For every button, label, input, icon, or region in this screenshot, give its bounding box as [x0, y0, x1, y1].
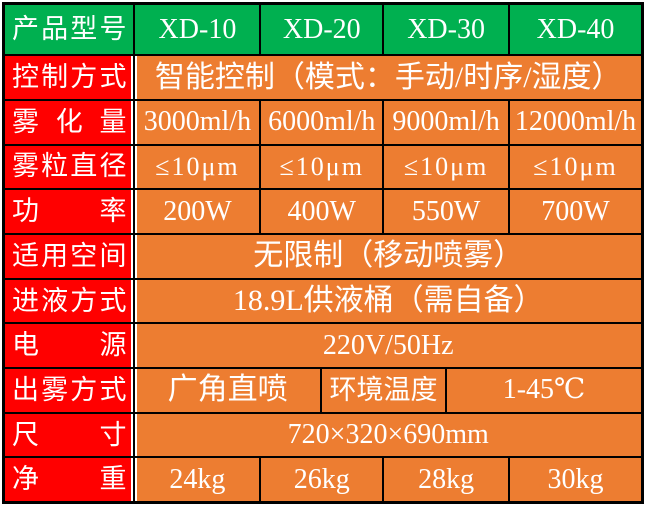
value-cell: 18.9L供液桶（需自备） — [133, 279, 641, 323]
value-text: 26kg — [293, 463, 350, 495]
value-text: ≤10μm — [403, 151, 489, 181]
row-label-cell: 净重 — [5, 458, 134, 502]
value-cell: ≤10μm — [508, 145, 641, 189]
value-text: ≤10μm — [533, 151, 618, 181]
value-text: 220V/50Hz — [322, 329, 454, 361]
row-label: 雾化量 — [12, 106, 127, 137]
value-cell: ≤10μm — [259, 145, 383, 189]
row-droplet-diameter: 雾粒直径 ≤10μm ≤10μm ≤10μm ≤10μm — [5, 143, 641, 189]
row-mist-output: 出雾方式 广角直喷 环境温度 1-45℃ — [5, 367, 641, 412]
sub-label-cell: 环境温度 — [319, 369, 446, 412]
header-row: 产品型号 XD-10 XD-20 XD-30 XD-40 — [5, 5, 641, 55]
row-label-cell: 电源 — [5, 324, 134, 368]
value-cell: ≤10μm — [133, 145, 260, 189]
value-text: 720×320×690mm — [287, 419, 489, 451]
value-text: 400W — [287, 195, 356, 227]
row-atomization-volume: 雾化量 3000ml/h 6000ml/h 9000ml/h 12000ml/h — [5, 98, 641, 144]
row-label: 出雾方式 — [12, 374, 127, 405]
model-name: XD-20 — [282, 13, 361, 45]
row-label: 功率 — [12, 196, 127, 227]
value-cell: 24kg — [133, 458, 260, 502]
header-label: 产品型号 — [12, 14, 127, 45]
value-cell: 9000ml/h — [382, 100, 509, 144]
value-cell: 6000ml/h — [259, 100, 383, 144]
value-cell: 26kg — [259, 458, 383, 502]
value-text: 智能控制（模式：手动/时序/湿度） — [154, 60, 622, 94]
value-cell: 广角直喷 — [133, 369, 320, 412]
row-label: 净重 — [12, 464, 127, 495]
value-text: ≤10μm — [279, 151, 364, 181]
value-cell: 无限制（移动喷雾） — [133, 235, 641, 278]
row-label-cell: 功率 — [5, 190, 134, 233]
value-text: 12000ml/h — [514, 106, 637, 138]
row-label: 雾粒直径 — [12, 151, 127, 182]
model-name: XD-40 — [536, 13, 615, 45]
row-power: 功率 200W 400W 550W 700W — [5, 188, 641, 233]
model-cell: XD-10 — [133, 5, 260, 55]
value-cell: 550W — [382, 190, 509, 233]
value-text: 24kg — [169, 463, 226, 495]
model-name: XD-30 — [407, 13, 485, 45]
row-control-mode: 控制方式 智能控制（模式：手动/时序/湿度） — [5, 54, 641, 99]
value-cell: 1-45℃ — [445, 369, 641, 412]
row-label-cell: 适用空间 — [5, 235, 134, 278]
row-applicable-space: 适用空间 无限制（移动喷雾） — [5, 233, 641, 278]
value-text: 广角直喷 — [167, 373, 288, 407]
value-text: ≤10μm — [155, 151, 240, 181]
value-text: 无限制（移动喷雾） — [253, 239, 524, 273]
value-cell: ≤10μm — [382, 145, 509, 189]
row-power-supply: 电源 220V/50Hz — [5, 322, 641, 368]
value-cell: 智能控制（模式：手动/时序/湿度） — [133, 56, 641, 99]
value-text: 28kg — [418, 463, 475, 495]
row-label-cell: 进液方式 — [5, 279, 134, 323]
row-label: 尺寸 — [12, 419, 127, 450]
value-cell: 12000ml/h — [508, 100, 641, 144]
row-label: 进液方式 — [12, 285, 127, 316]
row-label-cell: 控制方式 — [5, 56, 134, 99]
header-label-cell: 产品型号 — [5, 5, 134, 55]
row-net-weight: 净重 24kg 26kg 28kg 30kg — [5, 456, 641, 502]
value-cell: 220V/50Hz — [133, 324, 641, 368]
value-text: 30kg — [547, 463, 604, 495]
value-text: 550W — [411, 195, 481, 227]
row-label: 电源 — [12, 330, 127, 361]
value-text: 700W — [541, 195, 610, 227]
row-label-cell: 雾粒直径 — [5, 145, 134, 189]
row-label-cell: 尺寸 — [5, 413, 134, 457]
value-text: 18.9L供液桶（需自备） — [232, 284, 544, 317]
value-cell: 720×320×690mm — [133, 413, 641, 457]
row-label-cell: 雾化量 — [5, 100, 134, 144]
row-label-cell: 出雾方式 — [5, 369, 134, 412]
row-liquid-supply: 进液方式 18.9L供液桶（需自备） — [5, 277, 641, 323]
model-cell: XD-40 — [508, 5, 641, 55]
model-name: XD-10 — [158, 13, 237, 45]
value-cell: 30kg — [508, 458, 641, 502]
value-text: 6000ml/h — [268, 106, 376, 138]
value-text: 环境温度 — [329, 374, 438, 405]
value-cell: 28kg — [382, 458, 509, 502]
value-text: 9000ml/h — [392, 106, 500, 138]
row-label: 控制方式 — [12, 62, 127, 93]
value-cell: 200W — [133, 190, 260, 233]
value-text: 1-45℃ — [502, 374, 586, 406]
model-cell: XD-20 — [259, 5, 383, 55]
value-cell: 700W — [508, 190, 641, 233]
value-cell: 3000ml/h — [133, 100, 260, 144]
row-label: 适用空间 — [12, 240, 127, 271]
row-dimensions: 尺寸 720×320×690mm — [5, 411, 641, 457]
value-text: 3000ml/h — [143, 106, 252, 138]
model-cell: XD-30 — [382, 5, 509, 55]
value-cell: 400W — [259, 190, 383, 233]
value-text: 200W — [163, 195, 232, 227]
